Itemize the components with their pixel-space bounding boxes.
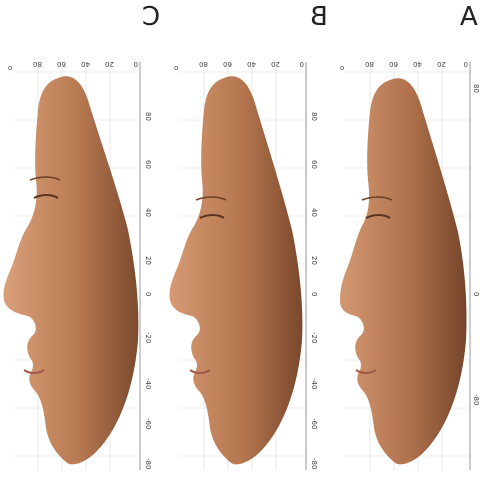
face-render-c: o 80 60 40 20 0 80 60 40 20 0 -20 -40 -6… bbox=[3, 60, 152, 470]
side-label-b-8: -80 bbox=[310, 458, 318, 469]
top-label-a-4: 0 bbox=[464, 60, 468, 68]
top-label-a-1: 60 bbox=[389, 60, 398, 68]
face-panel-c: C o 80 60 40 20 0 bbox=[0, 0, 160, 480]
brow-a bbox=[361, 196, 393, 201]
side-label-c-4: 0 bbox=[144, 292, 152, 296]
eye-a bbox=[365, 214, 391, 219]
side-label-b-7: -60 bbox=[310, 418, 318, 429]
brow-b bbox=[195, 196, 227, 201]
side-label-a-0: 80 bbox=[472, 84, 480, 93]
top-label-c-4: 0 bbox=[134, 60, 138, 68]
panel-letter-b: B bbox=[310, 2, 328, 32]
top-label-a-3: 20 bbox=[437, 60, 446, 68]
top-label-b-0: 80 bbox=[199, 60, 208, 68]
side-label-a-1: 0 bbox=[472, 292, 480, 296]
face-profile-b bbox=[169, 76, 303, 465]
face-render-a: o 80 60 40 20 0 80 0 -80 bbox=[340, 60, 480, 470]
panel-letter-a: A bbox=[460, 2, 478, 32]
side-label-b-0: 80 bbox=[310, 112, 318, 121]
lips-b bbox=[189, 369, 211, 374]
side-label-c-5: -20 bbox=[144, 332, 152, 343]
top-tick-b: o bbox=[174, 64, 178, 72]
top-label-b-2: 40 bbox=[247, 60, 256, 68]
side-label-c-6: -40 bbox=[144, 378, 152, 389]
top-label-b-4: 0 bbox=[300, 60, 304, 68]
side-label-c-1: 60 bbox=[144, 160, 152, 169]
side-label-c-8: -80 bbox=[144, 458, 152, 469]
top-label-c-1: 60 bbox=[57, 60, 66, 68]
face-render-b: o 80 60 40 20 0 80 60 40 20 0 -20 -40 -6… bbox=[169, 60, 318, 470]
top-label-c-3: 20 bbox=[105, 60, 114, 68]
face-panel-a: A o 80 60 40 20 0 bbox=[336, 0, 480, 480]
lips-c bbox=[23, 369, 45, 374]
side-label-c-7: -60 bbox=[144, 418, 152, 429]
top-label-c-2: 40 bbox=[81, 60, 90, 68]
lips-a bbox=[355, 369, 377, 374]
top-tick-c: o bbox=[8, 64, 12, 72]
eye-c bbox=[33, 194, 59, 199]
brow-c bbox=[29, 176, 61, 181]
side-label-a-2: -80 bbox=[472, 394, 480, 405]
top-tick-a: o bbox=[340, 64, 344, 72]
top-label-b-1: 60 bbox=[223, 60, 232, 68]
top-label-b-3: 20 bbox=[271, 60, 280, 68]
side-label-b-6: -40 bbox=[310, 378, 318, 389]
panel-letter-c: C bbox=[142, 2, 161, 32]
side-label-c-3: 20 bbox=[144, 256, 152, 265]
top-label-c-0: 80 bbox=[33, 60, 42, 68]
face-profile-a bbox=[340, 78, 467, 465]
side-label-b-2: 40 bbox=[310, 208, 318, 217]
side-label-b-4: 0 bbox=[310, 292, 318, 296]
side-label-c-0: 80 bbox=[144, 112, 152, 121]
eye-b bbox=[199, 214, 225, 219]
side-label-b-3: 20 bbox=[310, 256, 318, 265]
side-label-b-5: -20 bbox=[310, 332, 318, 343]
face-profile-c bbox=[3, 76, 139, 465]
side-label-c-2: 40 bbox=[144, 208, 152, 217]
top-label-a-0: 80 bbox=[365, 60, 374, 68]
top-label-a-2: 40 bbox=[413, 60, 422, 68]
side-label-b-1: 60 bbox=[310, 160, 318, 169]
face-panel-b: B o 80 60 40 20 0 bbox=[168, 0, 328, 480]
